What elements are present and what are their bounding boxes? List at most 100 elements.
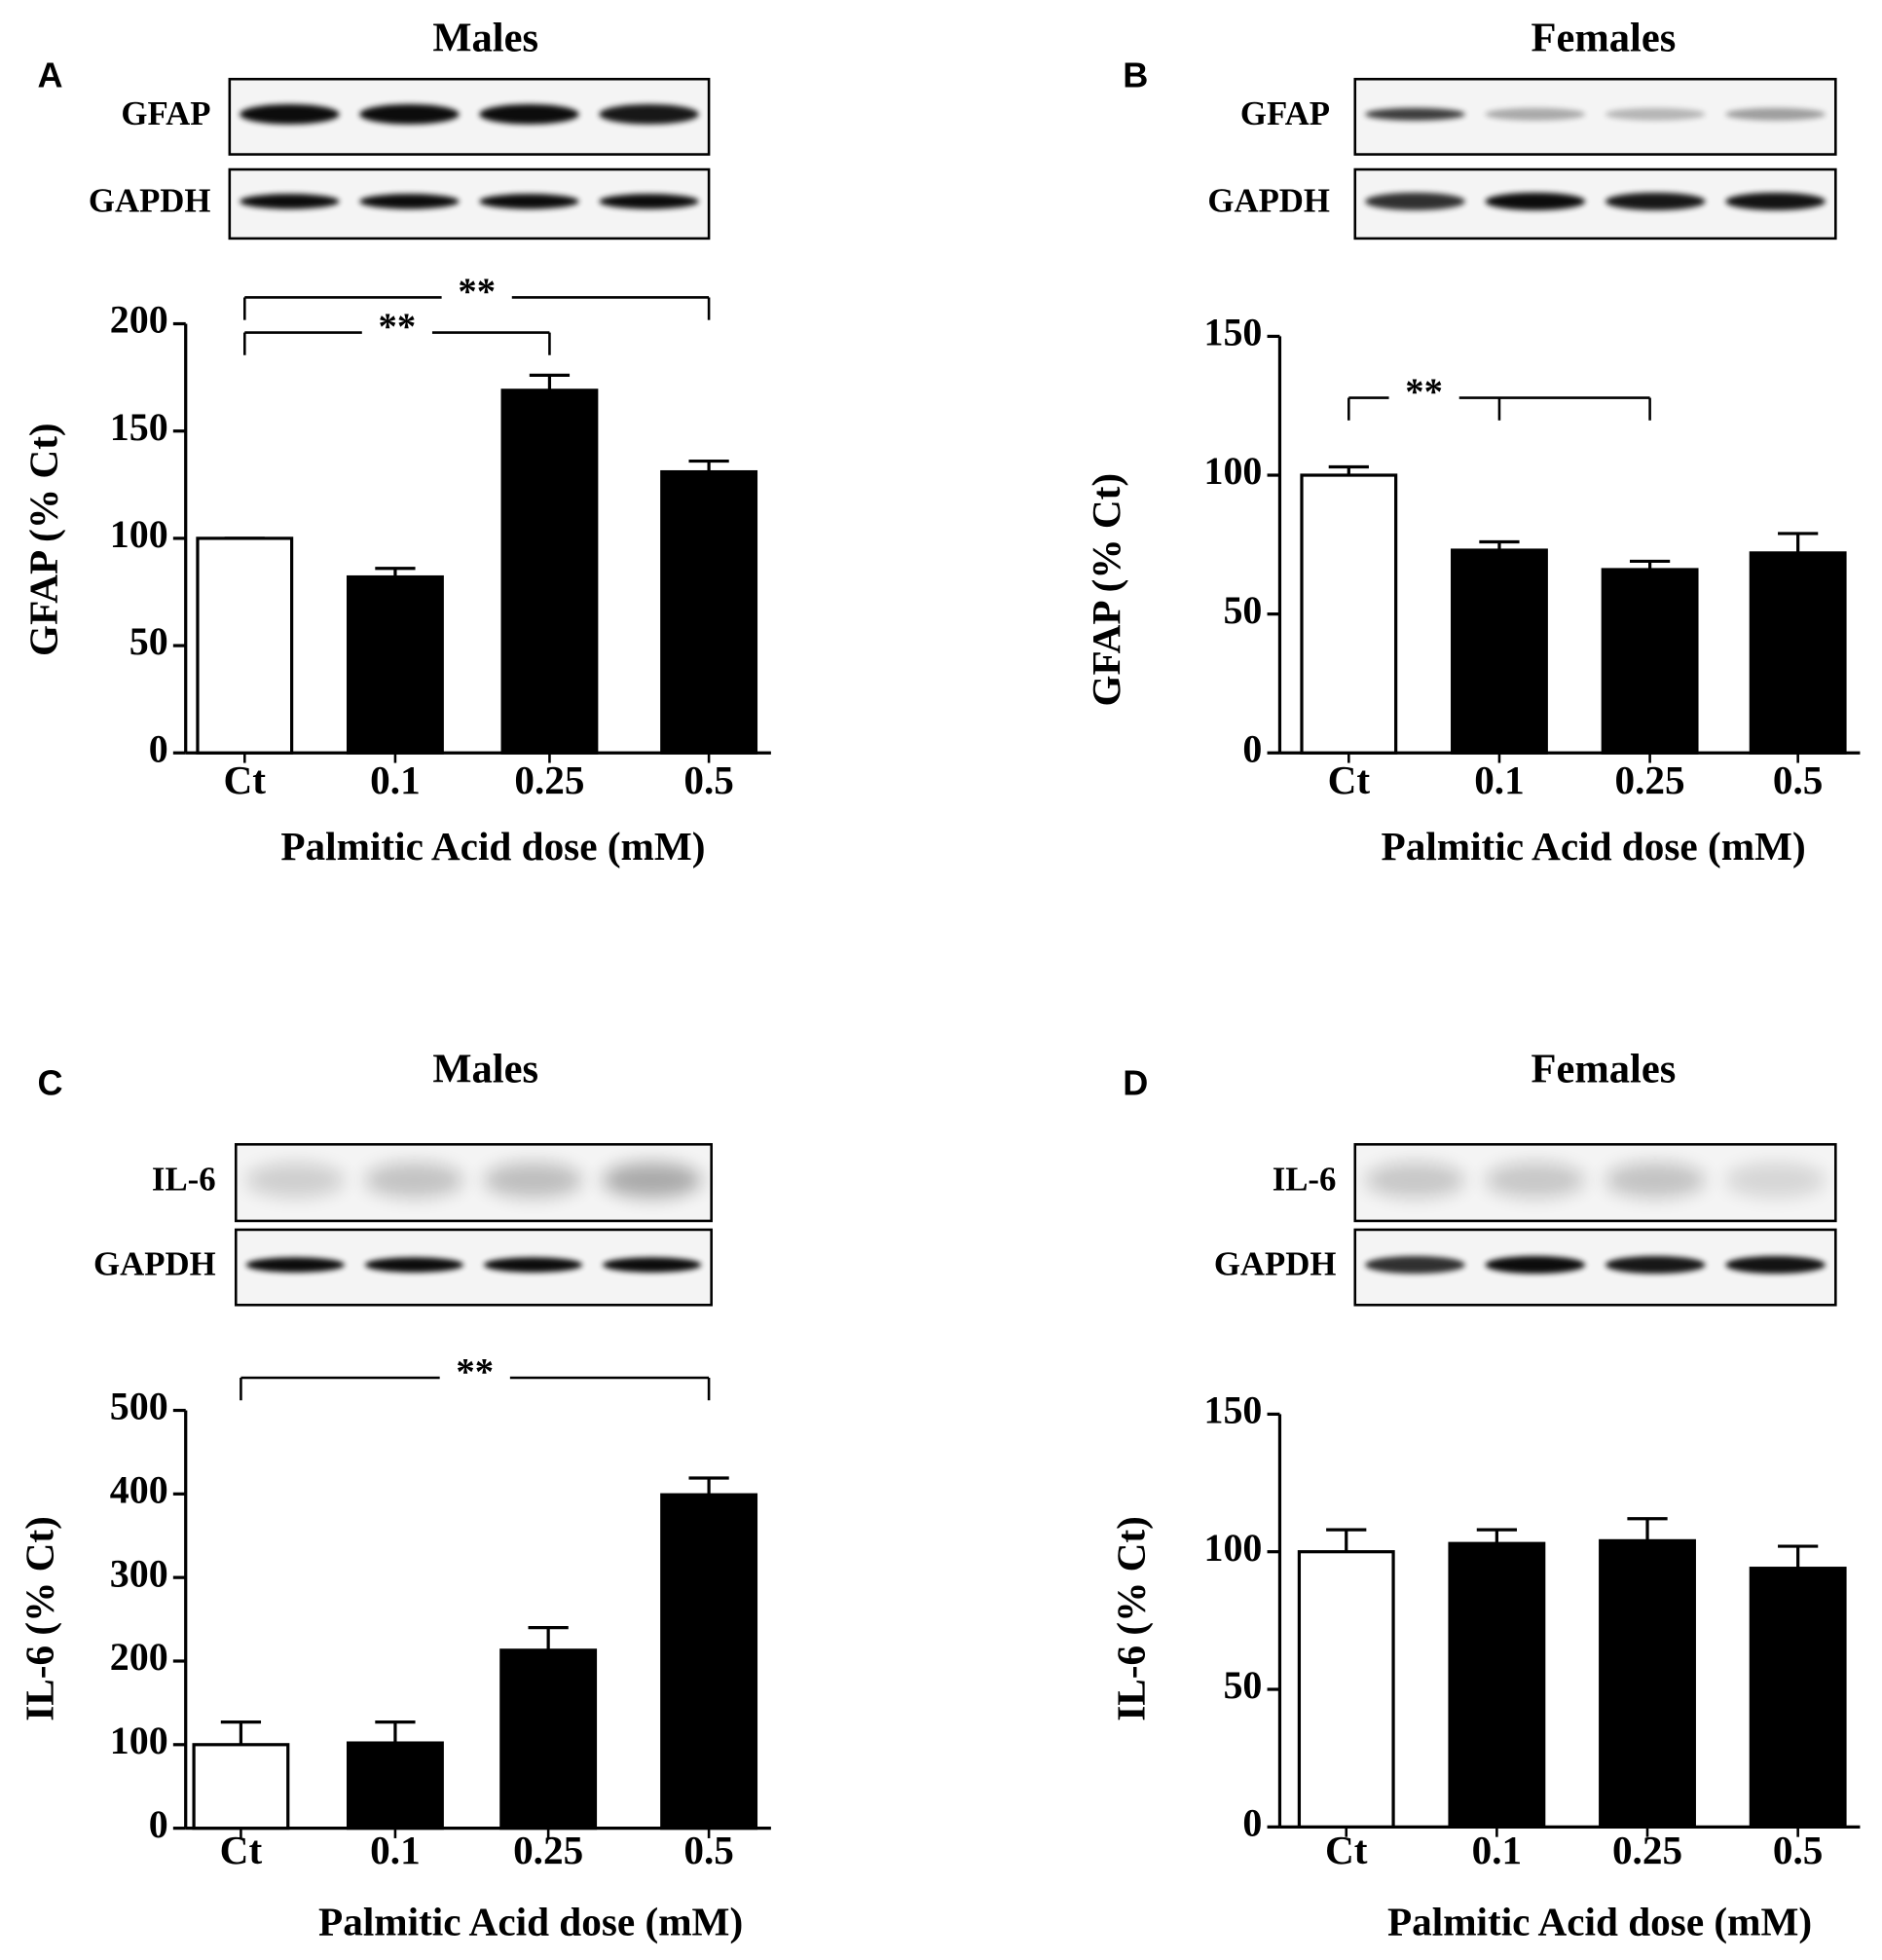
blot-band: [1725, 1163, 1827, 1199]
blot-band: [1485, 192, 1586, 210]
panel-title: Males: [432, 1047, 538, 1092]
annotation-bg: [361, 314, 432, 346]
blot-band: [602, 1163, 702, 1199]
y-tick-label: 400: [110, 1468, 168, 1512]
y-tick-label: 100: [110, 1719, 168, 1762]
bar: [1599, 1538, 1696, 1829]
blot-band: [1605, 192, 1706, 210]
blot-label: IL-6: [1273, 1161, 1337, 1199]
y-tick-label: 200: [110, 298, 168, 342]
blot-band: [240, 104, 340, 125]
panel-letter: D: [1123, 1062, 1148, 1102]
blot-band: [1605, 1163, 1706, 1199]
blot-band: [240, 194, 340, 209]
annotation-bg: [1388, 380, 1459, 411]
blot-band: [359, 194, 460, 209]
blot-band: [479, 104, 579, 125]
x-tick-label: Ct: [224, 758, 267, 802]
blot-band: [1605, 1256, 1706, 1275]
blot-band: [1365, 192, 1465, 210]
y-tick-label: 500: [110, 1385, 168, 1428]
blot-band: [245, 1163, 346, 1199]
y-axis-label: IL-6 (% Ct): [18, 1516, 63, 1721]
y-tick-label: 150: [1203, 311, 1262, 354]
blot-band: [483, 1163, 583, 1199]
bar: [346, 574, 444, 755]
bar: [499, 1648, 598, 1831]
y-tick-label: 100: [1203, 1526, 1262, 1570]
blot-band: [602, 1257, 702, 1273]
x-tick-label: 0.25: [514, 758, 584, 802]
x-tick-label: 0.1: [1474, 758, 1525, 802]
y-tick-label: 50: [129, 619, 168, 663]
blot-band: [1485, 1256, 1586, 1275]
x-tick-label: Ct: [1325, 1828, 1368, 1872]
y-tick-label: 0: [1242, 1801, 1262, 1845]
x-tick-label: Ct: [220, 1828, 263, 1872]
y-tick-label: 50: [1223, 1663, 1262, 1707]
x-axis-label: Palmitic Acid dose (mM): [280, 824, 705, 869]
blot-band: [364, 1163, 464, 1199]
annotation: **: [458, 272, 496, 313]
blot-label: GFAP: [1240, 94, 1330, 132]
blot-band: [1485, 1163, 1586, 1199]
x-tick-label: 0.25: [513, 1828, 583, 1872]
panel-letter: A: [38, 55, 63, 94]
bar: [1601, 568, 1699, 755]
y-tick-label: 0: [149, 726, 168, 770]
blot-band: [1605, 107, 1706, 121]
blot-band: [599, 104, 699, 125]
y-tick-label: 150: [1203, 1388, 1262, 1432]
bar: [192, 1743, 290, 1831]
x-tick-label: 0.5: [1773, 758, 1824, 802]
x-tick-label: 0.25: [1612, 1828, 1682, 1872]
blot-band: [1485, 107, 1586, 121]
x-axis-label: Palmitic Acid dose (mM): [1387, 1900, 1812, 1945]
panel-title: Females: [1531, 15, 1677, 60]
panel-letter: C: [38, 1062, 63, 1102]
annotation: **: [1405, 372, 1443, 413]
blot-label: GFAP: [121, 94, 210, 132]
blot-band: [483, 1257, 583, 1273]
blot-band: [1725, 107, 1827, 121]
blot-label: IL-6: [152, 1161, 216, 1199]
blot-band: [245, 1257, 346, 1273]
y-axis-label: IL-6 (% Ct): [1109, 1516, 1155, 1721]
y-tick-label: 100: [1203, 449, 1262, 493]
x-axis-label: Palmitic Acid dose (mM): [318, 1900, 743, 1945]
blot-band: [1725, 1256, 1827, 1275]
x-axis-label: Palmitic Acid dose (mM): [1382, 824, 1806, 869]
annotation-bg: [439, 1359, 510, 1390]
x-tick-label: 0.25: [1615, 758, 1685, 802]
annotation: **: [456, 1351, 494, 1392]
bar: [1300, 473, 1398, 755]
blot-band: [479, 194, 579, 209]
y-tick-label: 50: [1223, 588, 1262, 632]
bar: [196, 536, 294, 755]
x-tick-label: 0.5: [683, 758, 734, 802]
bar: [1451, 548, 1548, 755]
panel-letter: B: [1123, 55, 1148, 94]
blot-band: [599, 194, 699, 209]
bar: [660, 1493, 758, 1831]
annotation-bg: [441, 279, 512, 311]
blot-label: GAPDH: [1207, 181, 1330, 219]
y-tick-label: 150: [110, 405, 168, 449]
blot-band: [1365, 1256, 1465, 1275]
y-tick-label: 0: [1242, 726, 1262, 770]
blot-label: GAPDH: [89, 181, 211, 219]
x-tick-label: 0.5: [683, 1828, 734, 1872]
blot-band: [1365, 107, 1465, 121]
x-tick-label: 0.5: [1773, 1828, 1824, 1872]
y-axis-label: GFAP (% Ct): [1084, 473, 1129, 707]
bar: [660, 469, 758, 755]
bar: [1749, 1567, 1847, 1829]
y-tick-label: 0: [149, 1802, 168, 1846]
panel-title: Males: [432, 15, 538, 60]
bar: [346, 1741, 444, 1831]
y-axis-label: GFAP (% Ct): [20, 423, 66, 656]
y-tick-label: 300: [110, 1551, 168, 1595]
blot-band: [359, 104, 460, 125]
y-tick-label: 100: [110, 512, 168, 556]
